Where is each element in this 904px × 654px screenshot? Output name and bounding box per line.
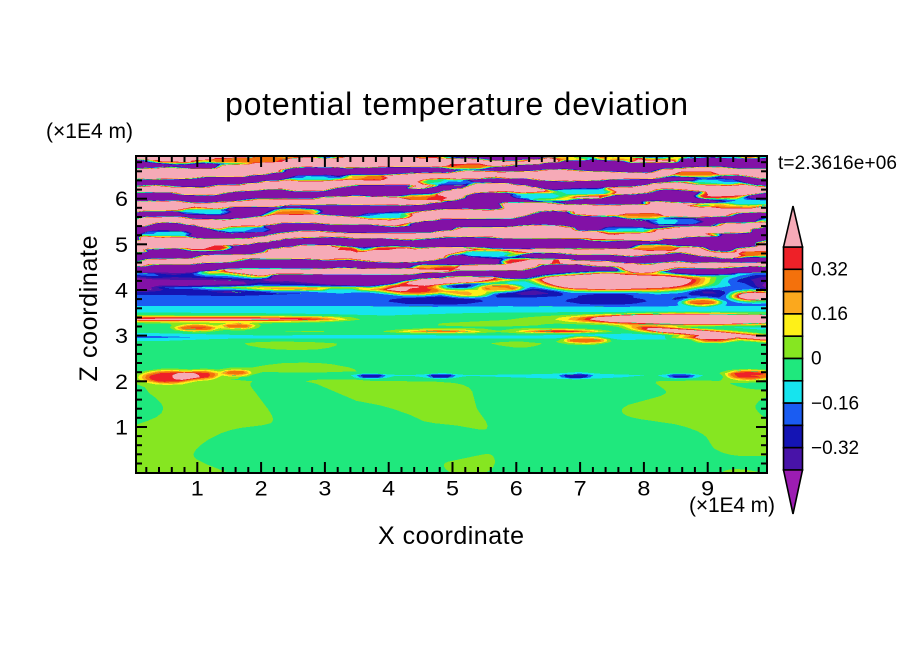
- svg-text:0.32: 0.32: [811, 260, 848, 281]
- svg-text:7: 7: [574, 478, 587, 501]
- svg-text:3: 3: [318, 478, 331, 501]
- svg-text:X coordinate: X coordinate: [378, 522, 524, 550]
- svg-text:−0.16: −0.16: [811, 393, 859, 414]
- svg-text:9: 9: [701, 478, 714, 501]
- svg-text:5: 5: [446, 478, 459, 501]
- svg-text:0: 0: [811, 349, 822, 370]
- svg-text:4: 4: [382, 478, 395, 501]
- svg-text:(×1E4 m): (×1E4 m): [689, 494, 775, 517]
- svg-text:1: 1: [191, 478, 204, 501]
- svg-text:t=2.3616e+06: t=2.3616e+06: [778, 153, 897, 174]
- svg-text:2: 2: [115, 371, 128, 394]
- svg-text:5: 5: [115, 234, 128, 257]
- svg-text:2: 2: [255, 478, 268, 501]
- svg-text:0.16: 0.16: [811, 304, 848, 325]
- svg-text:3: 3: [115, 325, 128, 348]
- svg-text:potential temperature deviatio: potential temperature deviation: [225, 86, 688, 122]
- svg-text:8: 8: [637, 478, 650, 501]
- svg-text:(×1E4 m): (×1E4 m): [46, 120, 133, 143]
- svg-text:4: 4: [115, 280, 128, 303]
- svg-text:Z coordinate: Z coordinate: [75, 236, 103, 382]
- svg-text:−0.32: −0.32: [811, 438, 859, 459]
- svg-text:1: 1: [115, 416, 128, 439]
- svg-text:6: 6: [115, 188, 128, 211]
- svg-text:6: 6: [510, 478, 523, 501]
